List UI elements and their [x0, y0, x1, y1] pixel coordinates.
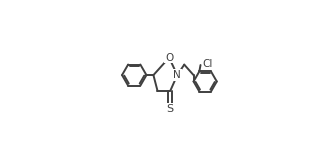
Text: N: N [173, 70, 181, 80]
Text: O: O [165, 53, 173, 63]
Text: Cl: Cl [203, 59, 213, 69]
Text: S: S [167, 104, 174, 114]
